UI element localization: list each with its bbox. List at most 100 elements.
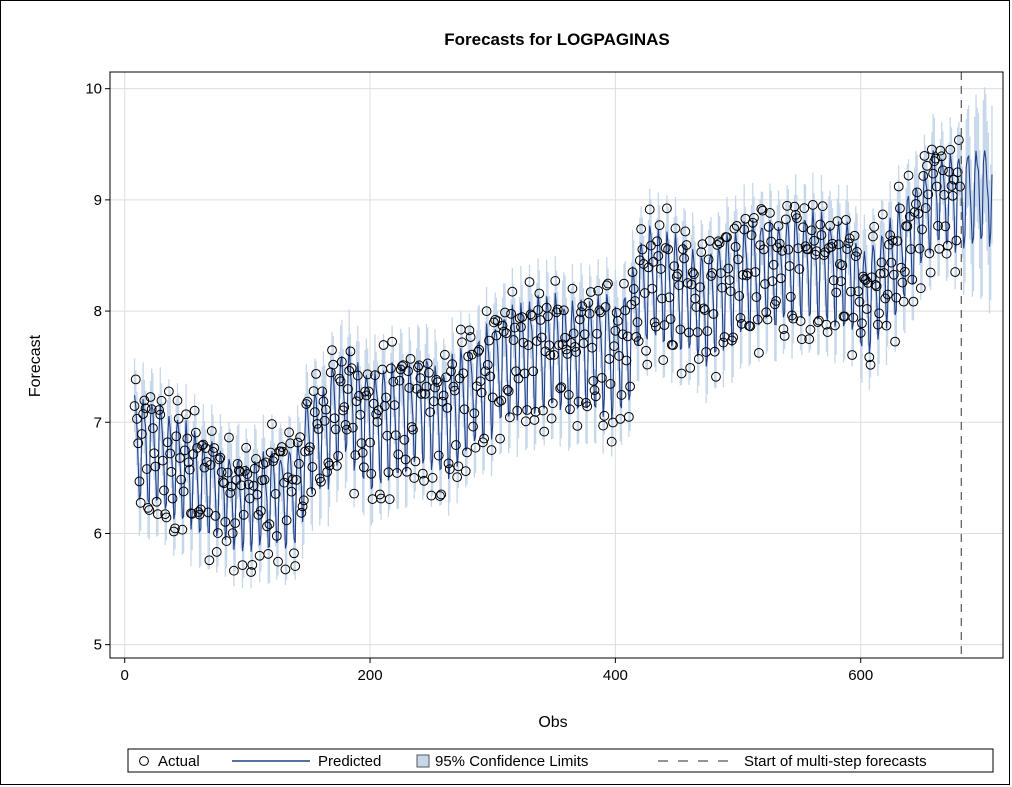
actual-point xyxy=(673,269,683,279)
actual-point xyxy=(652,236,662,247)
actual-point xyxy=(459,404,470,415)
actual-point xyxy=(404,382,415,393)
actual-point xyxy=(890,336,900,347)
legend-confidence-label: 95% Confidence Limits xyxy=(435,753,588,770)
actual-point xyxy=(663,244,674,255)
actual-point xyxy=(301,399,312,409)
actual-point xyxy=(756,204,767,214)
actual-point xyxy=(130,374,141,385)
actual-point xyxy=(241,442,252,453)
actual-point xyxy=(700,305,710,315)
actual-point xyxy=(176,474,187,485)
actual-point xyxy=(942,240,953,251)
actual-point xyxy=(928,168,938,179)
actual-point xyxy=(409,473,420,483)
actual-point xyxy=(384,494,395,505)
actual-point xyxy=(151,496,162,507)
actual-point xyxy=(386,363,396,374)
actual-point xyxy=(298,495,309,506)
actual-point xyxy=(243,479,254,490)
actual-point xyxy=(504,412,515,423)
actual-point xyxy=(255,505,266,516)
actual-point xyxy=(349,488,360,499)
actual-point xyxy=(466,349,477,360)
actual-point xyxy=(307,462,318,472)
actual-point xyxy=(836,276,846,287)
actual-point xyxy=(336,356,347,367)
actual-point xyxy=(474,344,485,355)
actual-point xyxy=(547,398,558,409)
actual-point xyxy=(643,262,654,273)
actual-point xyxy=(143,502,153,513)
actual-point xyxy=(287,474,298,485)
actual-point xyxy=(496,395,507,406)
actual-point xyxy=(908,296,919,307)
actual-point xyxy=(237,560,248,571)
actual-point xyxy=(317,386,328,397)
actual-point xyxy=(360,386,371,397)
actual-point xyxy=(433,450,444,461)
actual-point xyxy=(626,299,637,310)
actual-point xyxy=(841,215,851,225)
actual-point xyxy=(226,481,237,492)
actual-point xyxy=(574,314,585,325)
actual-point xyxy=(141,464,152,474)
y-tick-label: 9 xyxy=(94,192,102,209)
chart-title: Forecasts for LOGPAGINAS xyxy=(444,30,669,49)
actual-point xyxy=(419,475,429,486)
actual-point xyxy=(565,404,575,415)
actual-point xyxy=(853,286,864,297)
actual-point xyxy=(347,422,358,433)
actual-point xyxy=(343,384,353,394)
actual-point xyxy=(852,247,862,257)
actual-point xyxy=(438,390,449,401)
actual-point xyxy=(855,327,866,338)
actual-point xyxy=(715,268,726,279)
actual-point xyxy=(903,170,914,181)
actual-point xyxy=(311,368,321,379)
actual-point xyxy=(387,336,398,347)
actual-point xyxy=(328,359,339,370)
actual-point xyxy=(294,458,304,469)
actual-point xyxy=(590,391,601,402)
legend-box xyxy=(127,748,994,773)
actual-point xyxy=(471,381,482,392)
actual-point xyxy=(796,334,807,345)
actual-point xyxy=(170,523,180,534)
actual-point xyxy=(309,407,320,418)
actual-point xyxy=(587,342,597,353)
actual-point xyxy=(412,362,423,373)
actual-point xyxy=(140,403,151,414)
actual-point xyxy=(864,352,875,363)
actual-point xyxy=(389,400,400,411)
actual-point xyxy=(592,328,602,339)
actual-point xyxy=(929,156,940,167)
actual-point xyxy=(206,426,217,436)
actual-point xyxy=(262,521,272,532)
actual-point xyxy=(669,261,680,272)
actual-point xyxy=(693,354,704,364)
actual-point xyxy=(750,267,761,277)
actual-point xyxy=(842,244,853,254)
actual-point xyxy=(286,486,297,497)
x-tick-label: 200 xyxy=(358,667,383,684)
actual-point xyxy=(633,336,644,347)
actual-point xyxy=(568,328,579,339)
actual-point xyxy=(685,362,696,373)
actual-point xyxy=(155,409,166,420)
actual-point xyxy=(950,267,961,277)
actual-point xyxy=(305,442,315,453)
actual-point xyxy=(912,187,923,198)
actual-point xyxy=(372,416,383,427)
actual-point xyxy=(546,413,557,424)
actual-point xyxy=(536,332,547,343)
actual-point xyxy=(865,359,876,370)
actual-point xyxy=(333,451,344,461)
actual-point xyxy=(230,518,241,529)
actual-point xyxy=(917,224,927,235)
actual-point xyxy=(357,447,368,458)
actual-point xyxy=(935,145,946,156)
actual-point xyxy=(225,488,236,498)
actual-point xyxy=(816,230,827,240)
